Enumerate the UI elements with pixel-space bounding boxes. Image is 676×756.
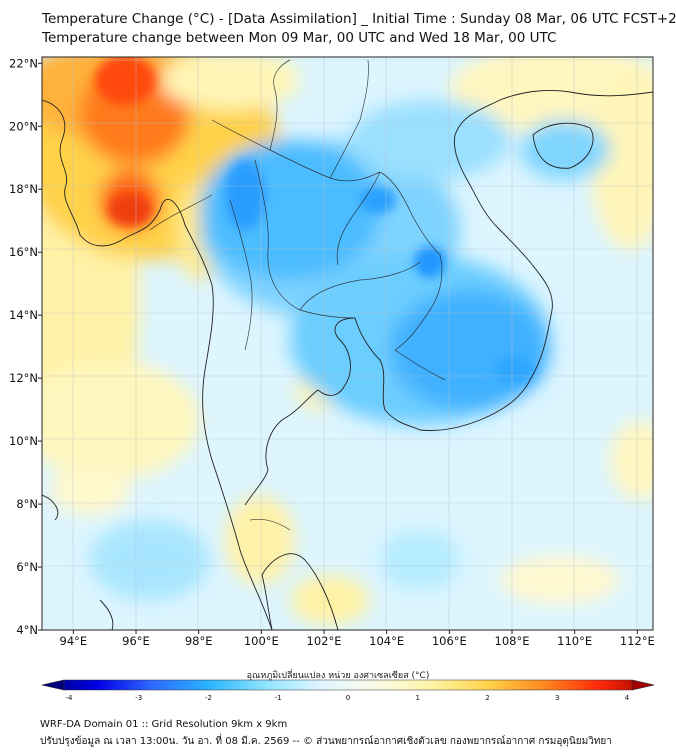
lat-tick-label: 10°N [9, 434, 38, 448]
lat-tick-label: 22°N [9, 56, 38, 70]
colorbar-tick-label: 4 [625, 694, 630, 702]
axis-ticks: 94°E 96°E 98°E 100°E 102°E 104°E 106°E 108°E 110… [9, 56, 655, 648]
lat-tick-label: 16°N [9, 245, 38, 259]
colorbar-title: อุณหภูมิเปลี่ยนแปลง หน่วย องศาเซลเซียส (… [246, 671, 430, 681]
colorbar: -4 -3 -2 -1 0 1 2 3 4 [41, 679, 655, 702]
footer-update-info: ปรับปรุงข้อมูล ณ เวลา 13:00น. วัน อา. ที… [40, 736, 612, 747]
lon-tick-label: 104°E [369, 634, 404, 648]
colorbar-tick-label: -4 [66, 694, 74, 702]
lat-tick-label: 6°N [16, 560, 38, 574]
lat-tick-label: 18°N [9, 182, 38, 196]
lon-tick-label: 106°E [432, 634, 467, 648]
borders [149, 59, 446, 531]
colorbar-min-extend [41, 679, 65, 691]
lat-tick-label: 8°N [16, 497, 38, 511]
lat-tick-label: 12°N [9, 371, 38, 385]
map-subtitle: Temperature change between Mon 09 Mar, 0… [42, 30, 557, 46]
colorbar-max-extend [631, 679, 655, 691]
lon-tick-label: 110°E [557, 634, 592, 648]
lat-tick-label: 20°N [9, 119, 38, 133]
lon-tick-label: 102°E [307, 634, 342, 648]
map-frame [41, 56, 654, 631]
lon-tick-label: 96°E [122, 634, 150, 648]
lon-tick-label: 112°E [620, 634, 655, 648]
lon-tick-label: 108°E [495, 634, 530, 648]
coastlines [42, 90, 653, 630]
lat-tick-label: 14°N [9, 308, 38, 322]
gridlines [42, 57, 653, 630]
temperature-field [42, 57, 653, 630]
lon-tick-label: 98°E [185, 634, 213, 648]
lon-tick-label: 94°E [60, 634, 88, 648]
map-title: Temperature Change (°C) - [Data Assimila… [42, 11, 676, 27]
colorbar-tick-label: 3 [555, 694, 559, 702]
colorbar-tick-label: -3 [135, 694, 142, 702]
lon-tick-label: 100°E [244, 634, 279, 648]
colorbar-tick-label: 1 [416, 694, 420, 702]
colorbar-tick-label: -2 [205, 694, 212, 702]
lat-tick-label: 4°N [16, 623, 38, 637]
colorbar-tick-label: 2 [485, 694, 489, 702]
colorbar-tick-label: -1 [275, 694, 282, 702]
footer-model-info: WRF-DA Domain 01 :: Grid Resolution 9km … [40, 719, 288, 730]
colorbar-tick-label: 0 [346, 694, 350, 702]
